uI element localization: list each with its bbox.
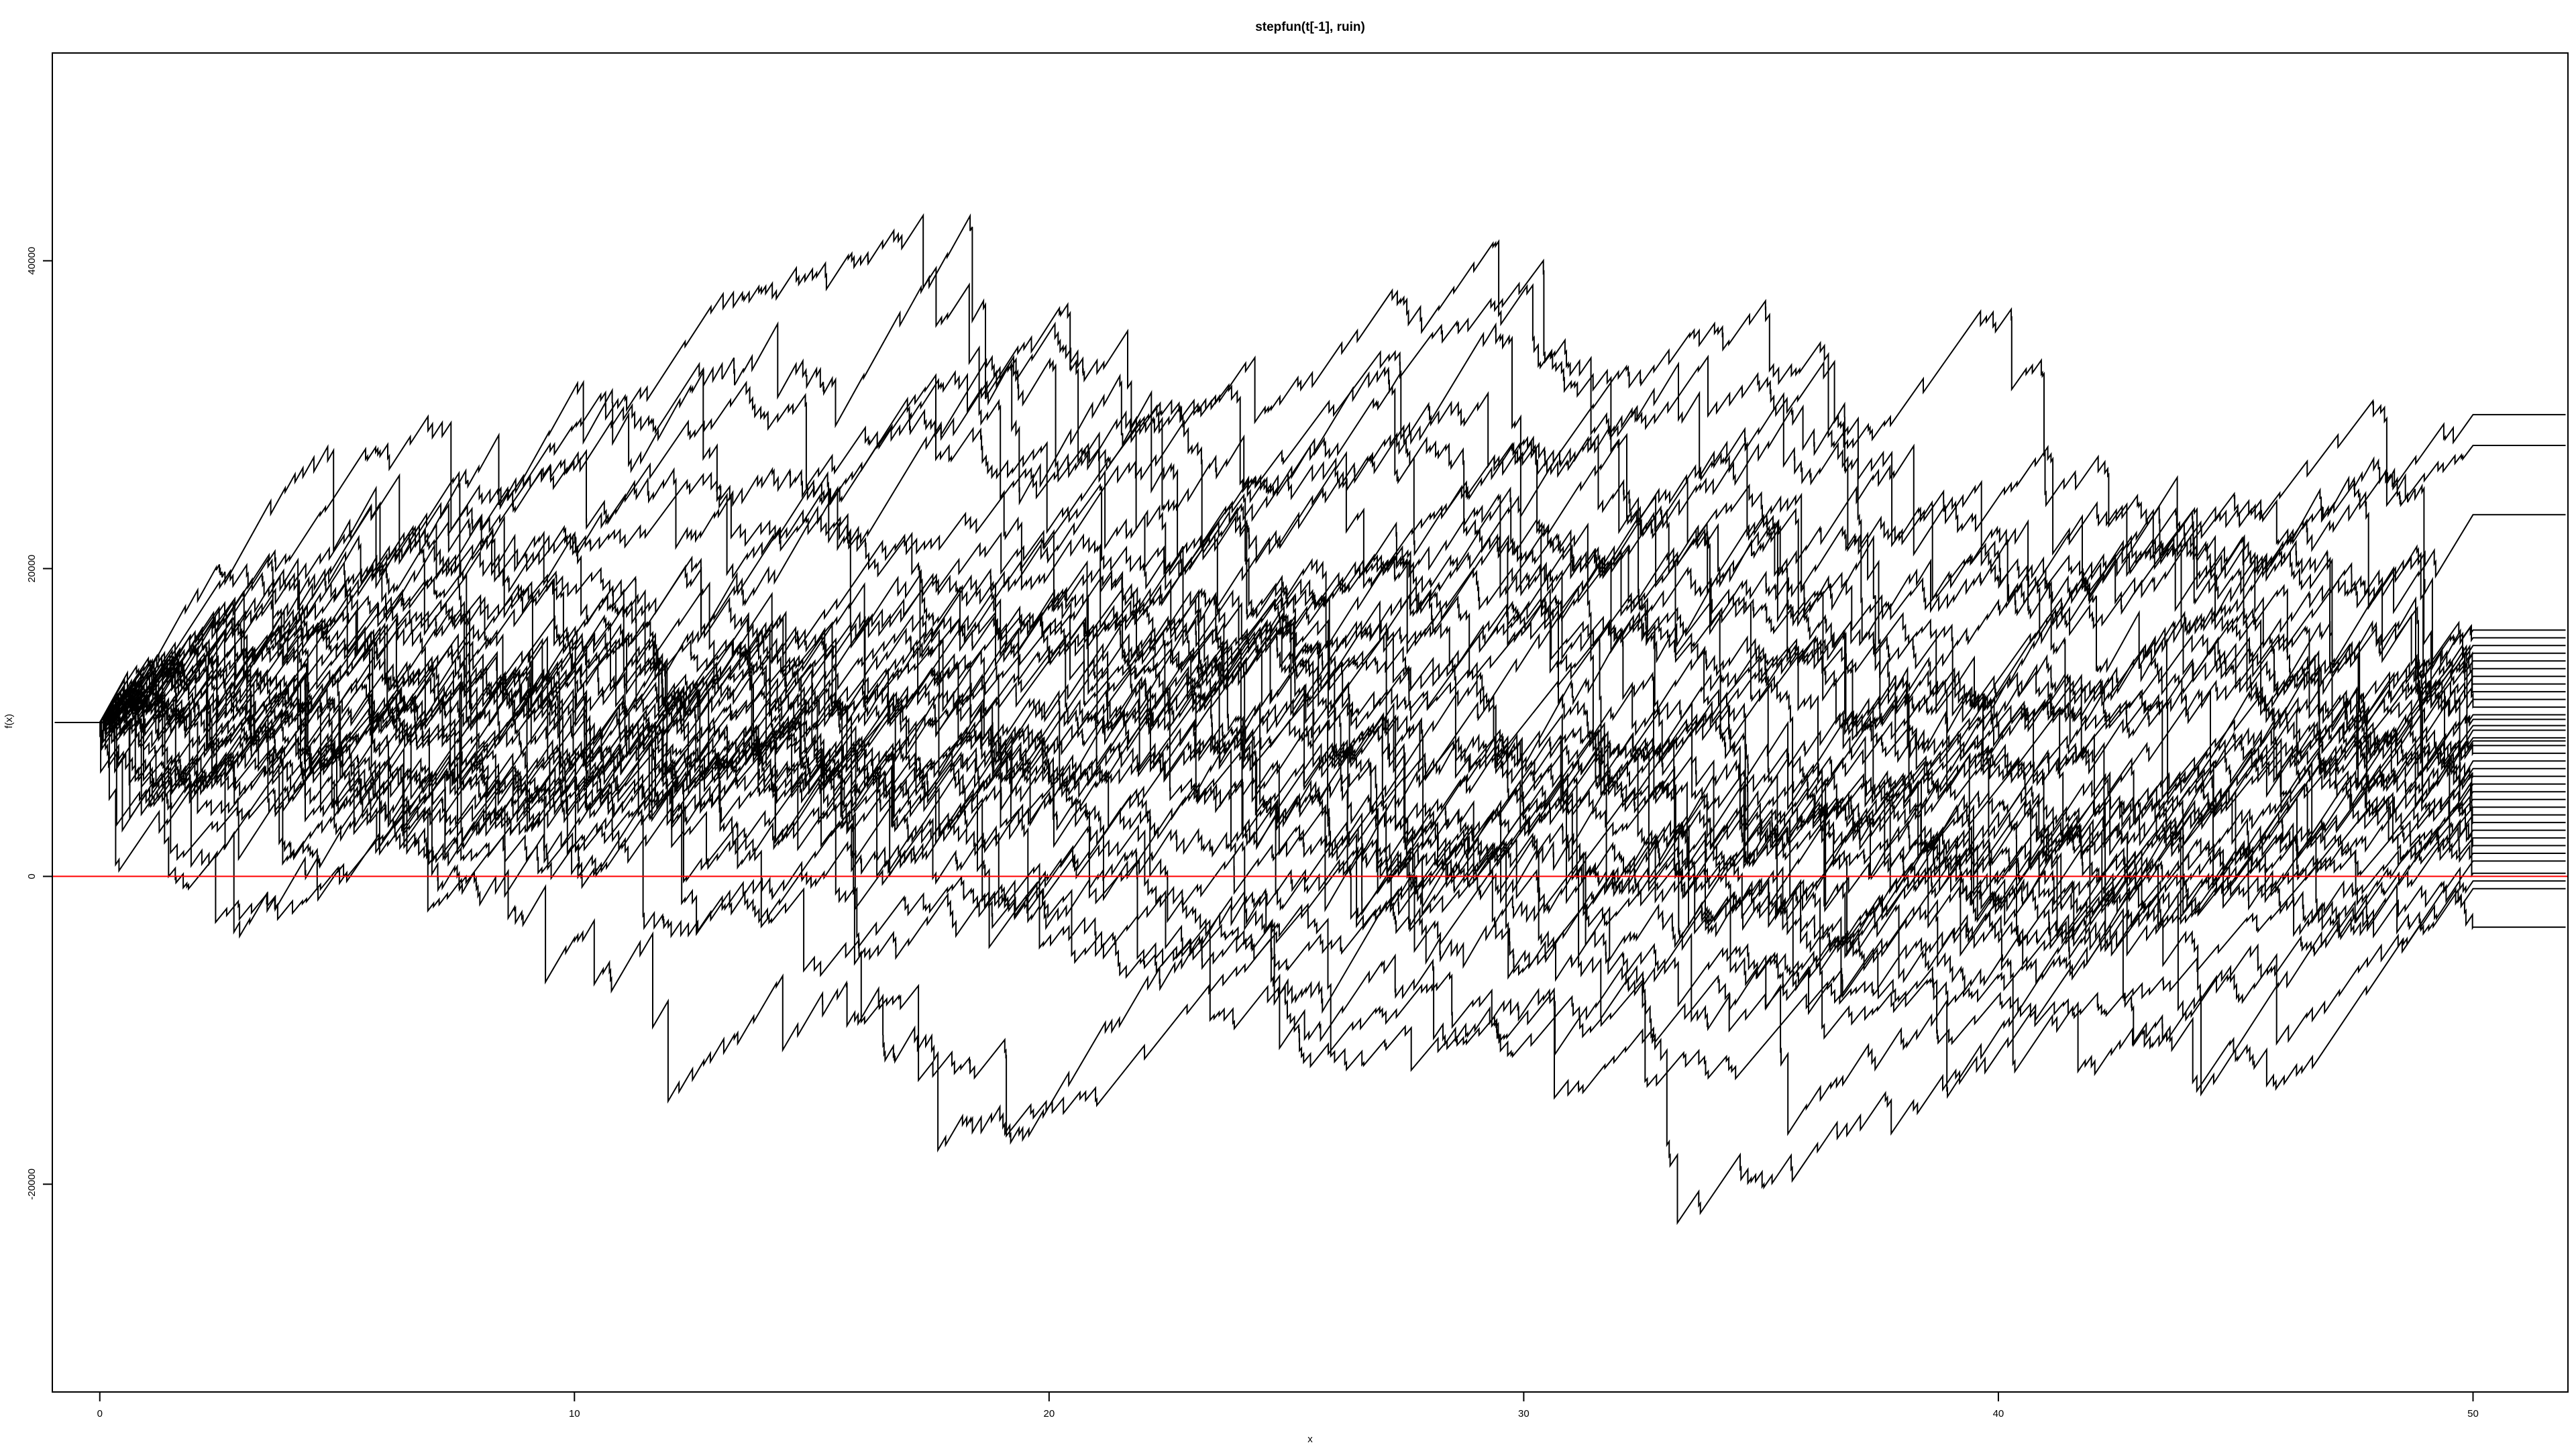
series-path <box>54 384 2566 822</box>
series-group <box>54 213 2566 1226</box>
x-tick-label: 10 <box>569 1408 580 1419</box>
x-tick-label: 40 <box>1993 1408 2004 1419</box>
series-path <box>54 653 2566 970</box>
y-tick-label: 20000 <box>26 555 38 583</box>
x-tick-label: 30 <box>1518 1408 1529 1419</box>
series-path <box>54 299 2566 820</box>
x-tick-label: 20 <box>1044 1408 1055 1419</box>
x-axis: 0 10 20 30 40 50 <box>97 1392 2479 1419</box>
chart-title: stepfun(t[-1], ruin) <box>1255 20 1365 34</box>
y-tick-label: 0 <box>26 873 38 879</box>
series-path <box>54 321 2566 922</box>
series-path <box>54 616 2566 931</box>
series-path <box>54 529 2566 998</box>
series-path <box>54 213 2566 875</box>
y-axis-label: f(x) <box>3 714 15 729</box>
series-path <box>54 258 2566 860</box>
x-tick-label: 50 <box>2467 1408 2479 1419</box>
series-path <box>54 703 2566 1088</box>
plot-frame <box>52 52 2569 1393</box>
y-tick-label: 40000 <box>26 247 38 275</box>
y-axis: -20000 0 20000 40000 <box>26 247 52 1200</box>
x-tick-label: 0 <box>97 1408 103 1419</box>
y-tick-label: -20000 <box>26 1169 38 1200</box>
series-path <box>54 605 2566 954</box>
series-path <box>54 483 2566 821</box>
series-path <box>54 485 2566 969</box>
series-path <box>54 478 2566 935</box>
series-path <box>54 573 2566 1226</box>
series-path <box>54 566 2566 1100</box>
series-path <box>54 302 2566 765</box>
x-axis-label: x <box>1307 1434 1313 1445</box>
series-path <box>54 521 2566 901</box>
series-path <box>54 595 2566 868</box>
series-path <box>54 493 2566 898</box>
series-path <box>54 213 2566 983</box>
series-path <box>54 639 2566 1016</box>
